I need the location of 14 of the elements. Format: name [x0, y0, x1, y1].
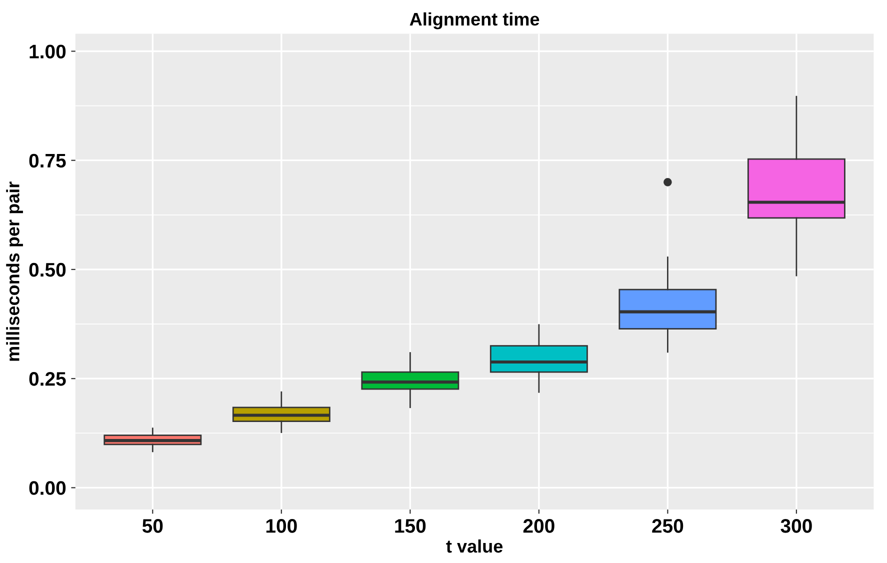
x-axis-title: t value [446, 539, 503, 553]
x-tick-label: 300 [780, 519, 812, 533]
x-tick-label: 100 [266, 519, 297, 533]
y-tick-label: 0.00 [29, 481, 66, 495]
y-tick-label: 0.75 [29, 154, 66, 168]
x-tick-label: 200 [523, 519, 554, 533]
y-tick-label: 1.00 [30, 44, 66, 58]
y-tick-label: 0.50 [29, 262, 66, 277]
y-axis-title: milliseconds per pair [6, 182, 23, 361]
x-tick-label: 50 [142, 519, 163, 533]
x-tick-label: 250 [652, 519, 684, 533]
chart-title: Alignment time [410, 12, 540, 30]
y-tick-label: 0.25 [29, 372, 66, 386]
x-tick-label: 150 [395, 519, 426, 533]
